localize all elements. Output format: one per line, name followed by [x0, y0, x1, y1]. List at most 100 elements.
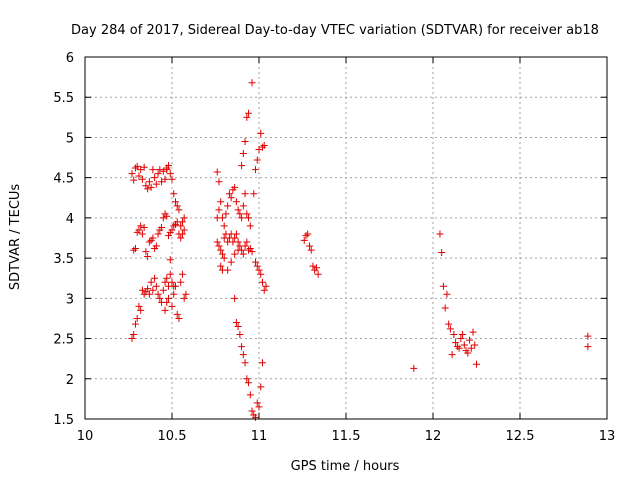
y-tick-label: 4.5	[53, 172, 74, 187]
data-point	[250, 190, 258, 198]
data-point	[156, 294, 164, 302]
data-point	[138, 175, 146, 183]
data-point	[149, 234, 157, 242]
data-point	[218, 250, 226, 258]
data-point	[135, 302, 143, 310]
data-point	[165, 294, 173, 302]
data-point	[253, 262, 261, 270]
data-point	[448, 351, 456, 359]
data-point	[441, 304, 449, 312]
data-point	[239, 250, 247, 258]
x-tick-label: 10	[77, 429, 94, 444]
data-point	[161, 306, 169, 314]
data-point	[142, 248, 150, 256]
data-point	[140, 224, 148, 232]
data-point	[446, 325, 454, 333]
data-point	[584, 332, 592, 340]
data-point	[128, 170, 136, 178]
data-point	[152, 282, 160, 290]
data-point	[138, 230, 146, 238]
data-point	[234, 238, 242, 246]
data-point	[245, 379, 253, 387]
data-point	[457, 335, 465, 343]
data-point	[152, 180, 160, 188]
data-point	[131, 244, 139, 252]
data-point	[166, 270, 174, 278]
data-point	[260, 286, 268, 294]
data-point	[252, 166, 260, 174]
data-point	[182, 290, 190, 298]
data-point	[171, 198, 179, 206]
data-point	[130, 331, 138, 339]
data-point	[225, 190, 233, 198]
data-point	[248, 407, 256, 415]
data-point	[149, 286, 157, 294]
data-point	[170, 190, 178, 198]
data-point	[130, 176, 138, 184]
data-point	[178, 270, 186, 278]
y-tick-label: 2.5	[53, 333, 74, 348]
data-point	[255, 403, 263, 411]
data-point	[234, 322, 242, 330]
data-point	[177, 278, 185, 286]
data-point	[142, 182, 150, 190]
data-point	[253, 156, 261, 164]
data-point	[239, 150, 247, 158]
data-point	[243, 113, 251, 121]
data-point	[161, 175, 169, 183]
data-point	[232, 198, 240, 206]
data-point	[217, 246, 225, 254]
data-point	[180, 294, 188, 302]
data-point	[255, 266, 263, 274]
data-point	[232, 230, 240, 238]
data-point	[239, 202, 247, 210]
data-point	[168, 226, 176, 234]
y-tick-label: 2	[66, 373, 74, 388]
data-point	[178, 230, 186, 238]
data-point	[236, 331, 244, 339]
data-point	[473, 360, 480, 368]
y-tick-label: 1.5	[53, 413, 74, 428]
data-point	[227, 258, 235, 266]
data-point	[239, 351, 247, 359]
data-point	[300, 236, 308, 244]
data-point	[173, 202, 181, 210]
data-point	[130, 246, 138, 254]
data-point	[222, 210, 230, 218]
data-point	[147, 183, 155, 191]
data-point	[460, 341, 468, 349]
data-point	[309, 262, 317, 270]
data-point	[227, 194, 235, 202]
data-point	[224, 266, 232, 274]
data-point	[215, 242, 223, 250]
data-point	[173, 310, 181, 318]
y-tick-label: 5.5	[53, 91, 74, 106]
data-point	[140, 163, 148, 171]
data-point	[257, 129, 265, 137]
data-point	[180, 226, 188, 234]
data-point	[163, 274, 171, 282]
data-point	[163, 166, 171, 174]
data-point	[137, 222, 145, 230]
data-point	[445, 320, 453, 328]
data-point	[131, 164, 139, 172]
data-point	[215, 206, 223, 214]
data-point	[154, 170, 162, 178]
y-tick-label: 4	[66, 212, 74, 227]
data-point	[175, 206, 183, 214]
data-point	[161, 278, 169, 286]
data-point	[159, 167, 167, 175]
y-tick-label: 3	[66, 292, 74, 307]
data-point	[452, 339, 460, 347]
data-point	[232, 318, 240, 326]
y-tick-label: 6	[66, 51, 74, 66]
data-point	[168, 175, 176, 183]
data-point	[138, 286, 146, 294]
data-point	[158, 224, 166, 232]
data-point	[238, 214, 246, 222]
data-point	[170, 222, 178, 230]
data-point	[464, 349, 472, 357]
data-point	[252, 258, 260, 266]
data-point	[248, 79, 256, 87]
y-axis-ticks: 1.5 2 2.5 3 3.5 4 4.5 5 5.5 6	[53, 51, 607, 428]
